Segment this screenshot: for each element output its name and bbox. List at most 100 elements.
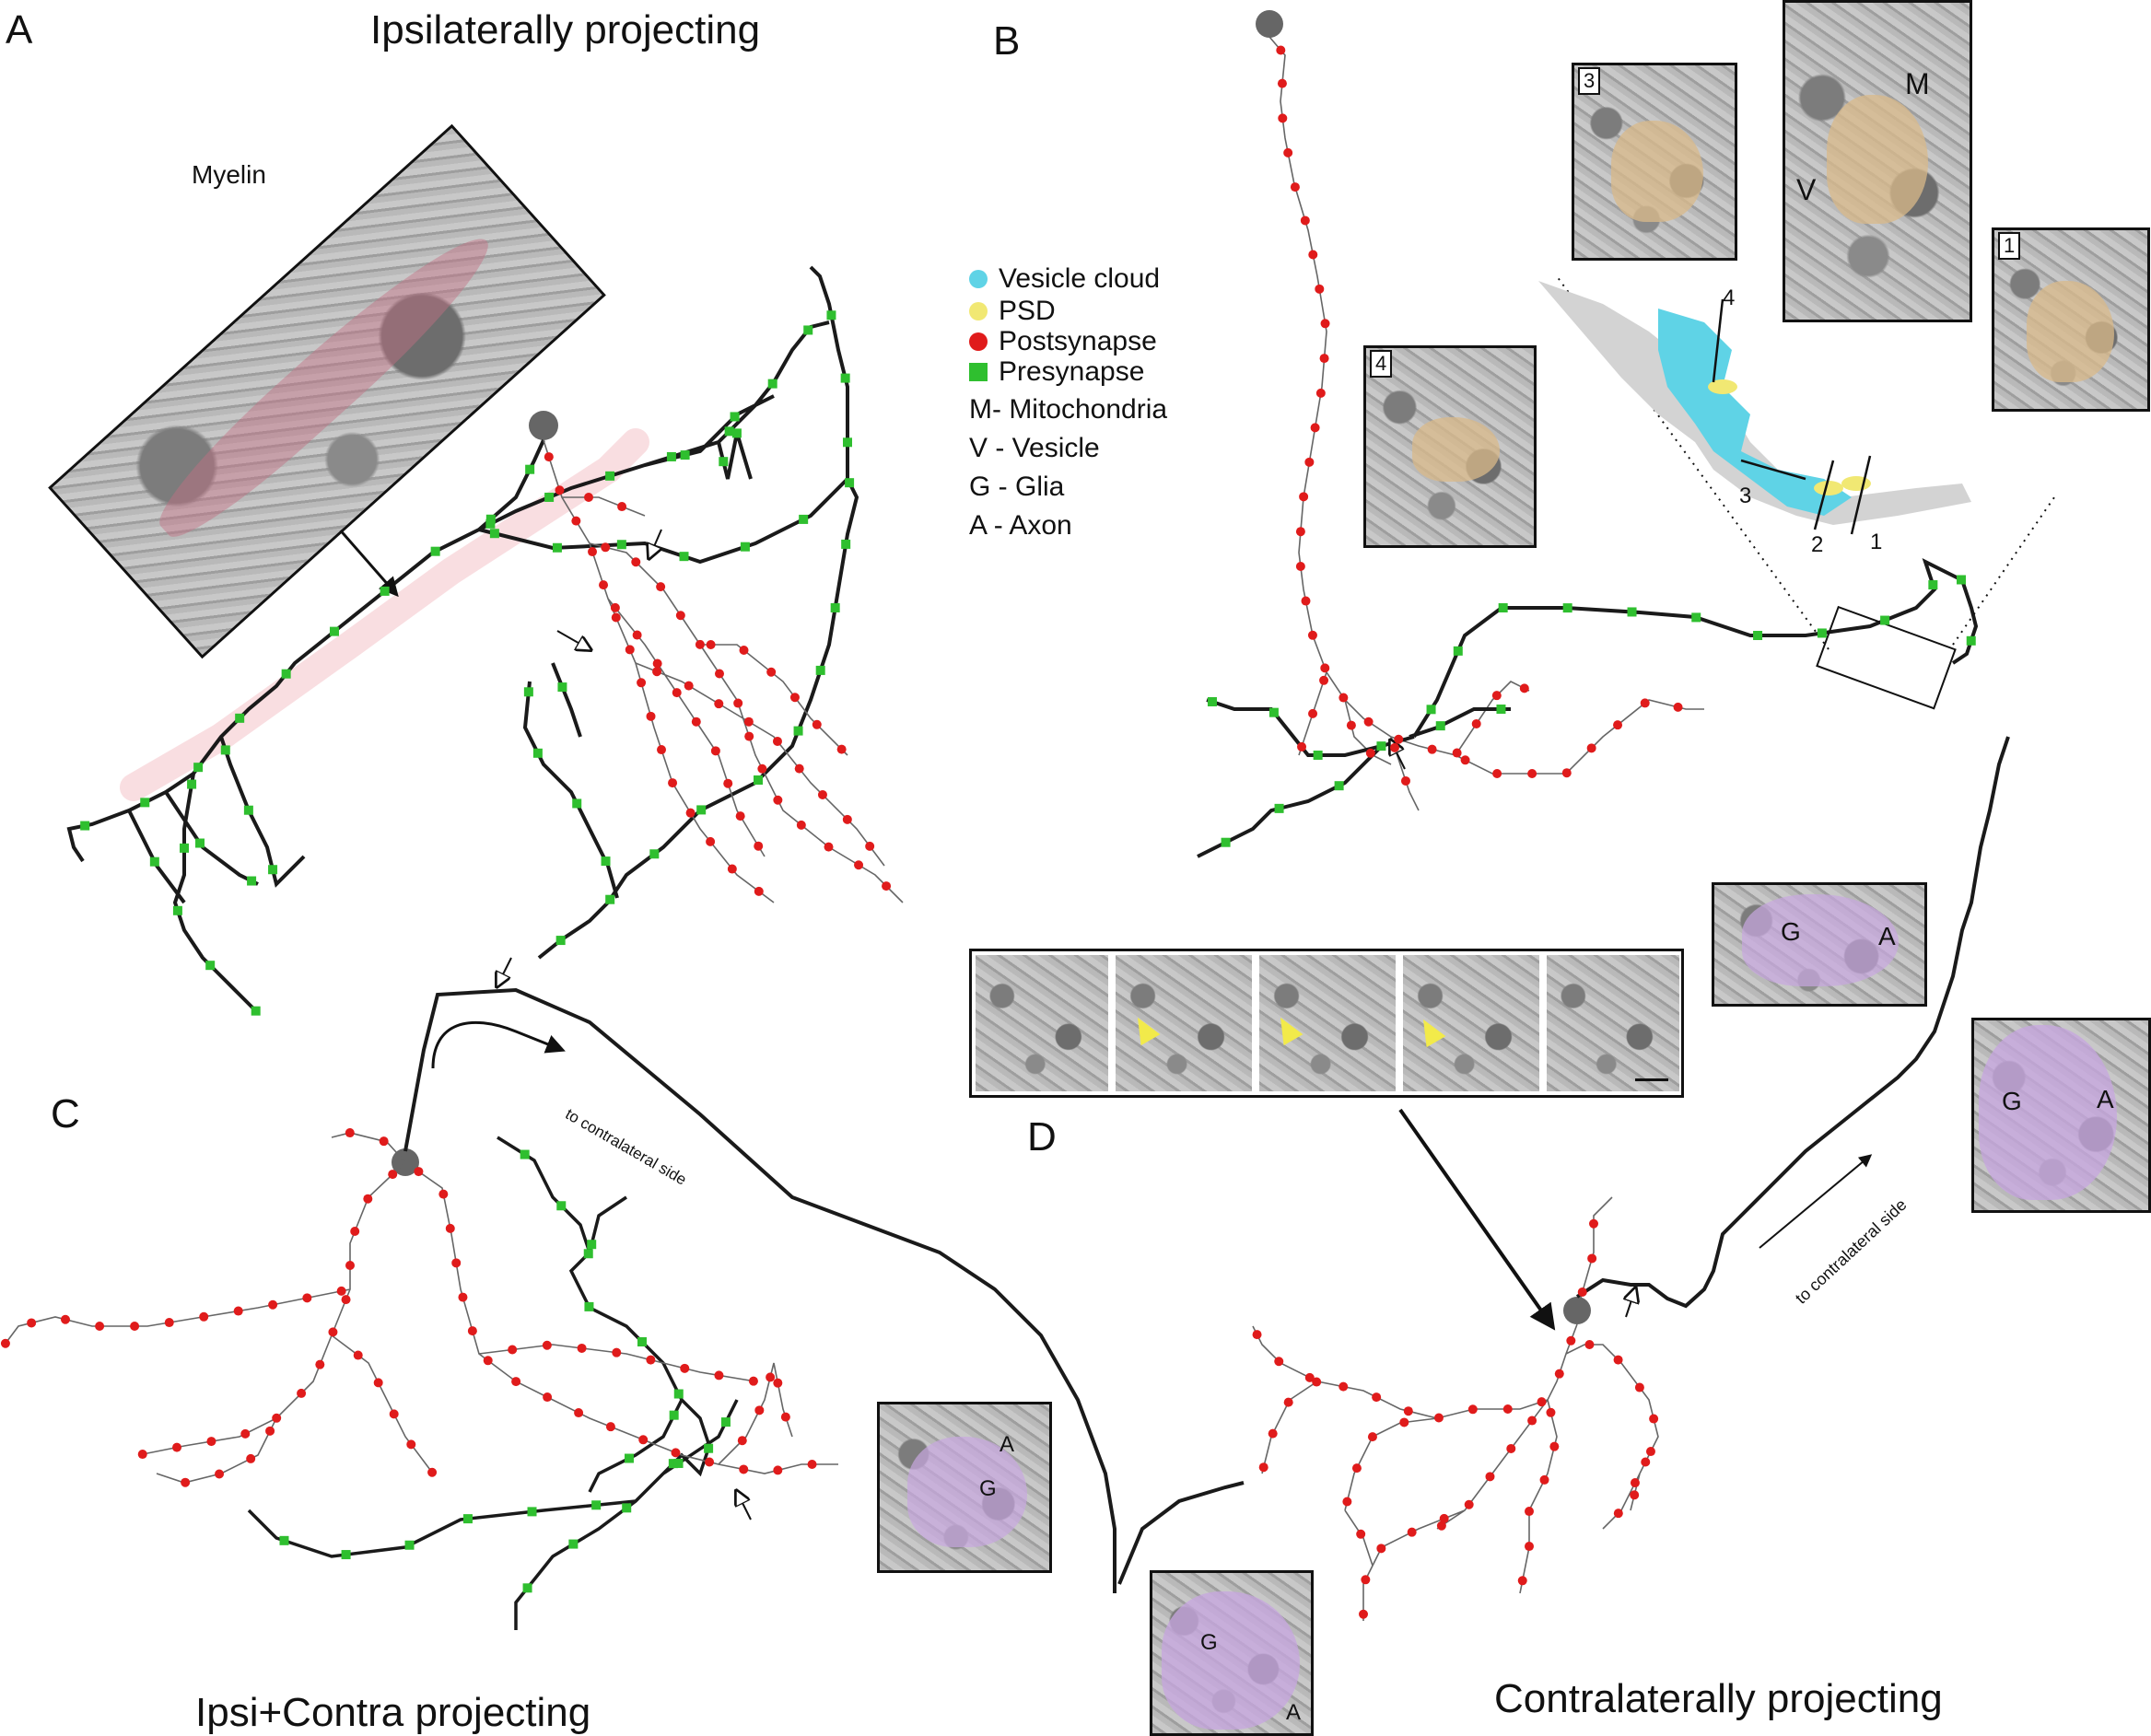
postsynapse-marker	[1645, 1447, 1655, 1457]
postsynapse-marker	[1549, 1441, 1560, 1451]
presynapse-marker	[793, 726, 803, 736]
presynapse-marker	[1313, 751, 1323, 760]
presynapse-marker	[572, 798, 582, 809]
postsynapse-marker	[672, 688, 682, 698]
presynapse-marker	[1880, 615, 1890, 625]
inset-number: 4	[1370, 350, 1393, 378]
presynapse-marker	[462, 1514, 473, 1524]
postsynapse-marker	[181, 1477, 191, 1487]
postsynapse-marker	[599, 580, 609, 590]
postsynapse-marker	[1301, 596, 1311, 606]
inset-number: 1	[1998, 232, 2021, 260]
postsynapse-marker	[1342, 1497, 1352, 1507]
postsynapse-marker	[668, 778, 678, 788]
glia-letter: G	[979, 1476, 997, 1501]
postsynapse-marker	[744, 731, 754, 741]
postsynapse-marker	[1276, 45, 1286, 55]
section-mark-4: 4	[1723, 285, 1736, 310]
postsynapse-marker	[511, 1377, 521, 1387]
presynapse-marker	[523, 687, 533, 697]
postsynapse-marker	[233, 1306, 243, 1316]
postsynapse-marker	[706, 836, 716, 846]
presynapse-marker	[1627, 607, 1637, 617]
postsynapse-marker	[1586, 743, 1596, 753]
presynapse-marker	[720, 1417, 731, 1427]
panel-a-letter: A	[6, 7, 33, 52]
postsynapse-marker	[1278, 113, 1288, 123]
postsynapse-marker	[1376, 1544, 1386, 1554]
presynapse-marker	[724, 426, 734, 437]
postsynapse-marker	[350, 1226, 360, 1236]
postsynapse-marker	[631, 557, 641, 567]
section-mark-2: 2	[1811, 532, 1824, 557]
axon-c-branch	[247, 1136, 739, 1630]
postsynapse-marker	[544, 452, 554, 462]
presynapse-marker	[193, 763, 204, 773]
presynapse-marker	[1498, 603, 1508, 612]
postsynapse-swatch	[969, 332, 988, 351]
presynapse-marker	[730, 412, 740, 422]
postsynapse-marker	[1315, 284, 1325, 294]
postsynapse-marker	[27, 1318, 37, 1328]
postsynapse-marker	[1519, 683, 1529, 693]
presynapse-marker	[525, 464, 535, 474]
presynapse-marker	[605, 471, 615, 481]
presynapse-marker	[1496, 705, 1506, 714]
postsynapse-marker	[646, 711, 656, 721]
postsynapse-marker	[302, 1293, 312, 1303]
postsynapse-marker	[1304, 457, 1315, 467]
postsynapse-marker	[206, 1437, 216, 1447]
postsynapse-marker	[727, 864, 737, 874]
postsynapse-marker	[610, 602, 620, 612]
postsynapse-marker	[1304, 1372, 1315, 1382]
postsynapse-marker	[671, 1448, 681, 1458]
postsynapse-marker	[272, 1413, 282, 1423]
presynapse-marker	[803, 325, 813, 335]
postsynapse-marker	[0, 1338, 10, 1348]
postsynapse-marker	[773, 1465, 783, 1475]
em-inset-1: 1	[1992, 227, 2150, 412]
postsynapse-marker	[414, 1167, 424, 1177]
soma-a	[529, 411, 558, 440]
postsynapse-marker	[612, 1347, 622, 1357]
presynapse-marker	[140, 798, 150, 808]
postsynapse-marker	[605, 1422, 615, 1432]
postsynapse-marker	[735, 811, 745, 821]
postsynapse-marker	[584, 493, 594, 502]
presynapse-marker	[673, 1389, 684, 1399]
postsynapse-marker	[1363, 717, 1374, 727]
em-inset-2: M V	[1783, 0, 1972, 322]
postsynapse-marker	[723, 778, 733, 788]
postsynapse-marker	[373, 1378, 383, 1388]
postsynapse-marker	[1351, 1463, 1362, 1474]
postsynapse-marker	[617, 502, 627, 512]
legend-vesicle-cloud: Vesicle cloud	[969, 263, 1160, 295]
postsynapse-marker	[1356, 1529, 1366, 1539]
glia-inset-top: G A	[1712, 882, 1927, 1007]
presynapse-marker	[380, 586, 390, 596]
dendrites-a	[543, 439, 904, 903]
postsynapse-marker	[1295, 561, 1305, 571]
postsynapse-marker	[1339, 693, 1349, 703]
postsynapse-marker	[1517, 1576, 1527, 1586]
postsynapse-marker	[1403, 1406, 1413, 1416]
presynapse-marker	[830, 602, 840, 612]
axon-letter: A	[1878, 922, 1896, 950]
postsynapse-marker	[710, 746, 720, 756]
postsynapse-marker	[705, 1457, 715, 1467]
presynapse-marker	[668, 1459, 678, 1469]
postsynapse-marker	[137, 1450, 147, 1460]
legend-label: V - Vesicle	[969, 433, 1100, 463]
postsynapse-marker	[1452, 748, 1462, 758]
presynapse-marker	[1817, 628, 1827, 638]
postsynapse-marker	[328, 1327, 338, 1337]
soma-b	[1256, 10, 1283, 38]
postsynapse-marker	[812, 719, 822, 729]
postsynapse-marker	[1525, 1542, 1534, 1552]
postsynapse-marker	[1546, 1407, 1556, 1417]
presynapse-marker	[680, 450, 690, 460]
postsynapse-marker	[1258, 1462, 1268, 1473]
postsynapse-marker	[754, 841, 764, 851]
postsynapse-marker	[1300, 216, 1310, 226]
postsynapse-marker	[638, 1435, 649, 1445]
